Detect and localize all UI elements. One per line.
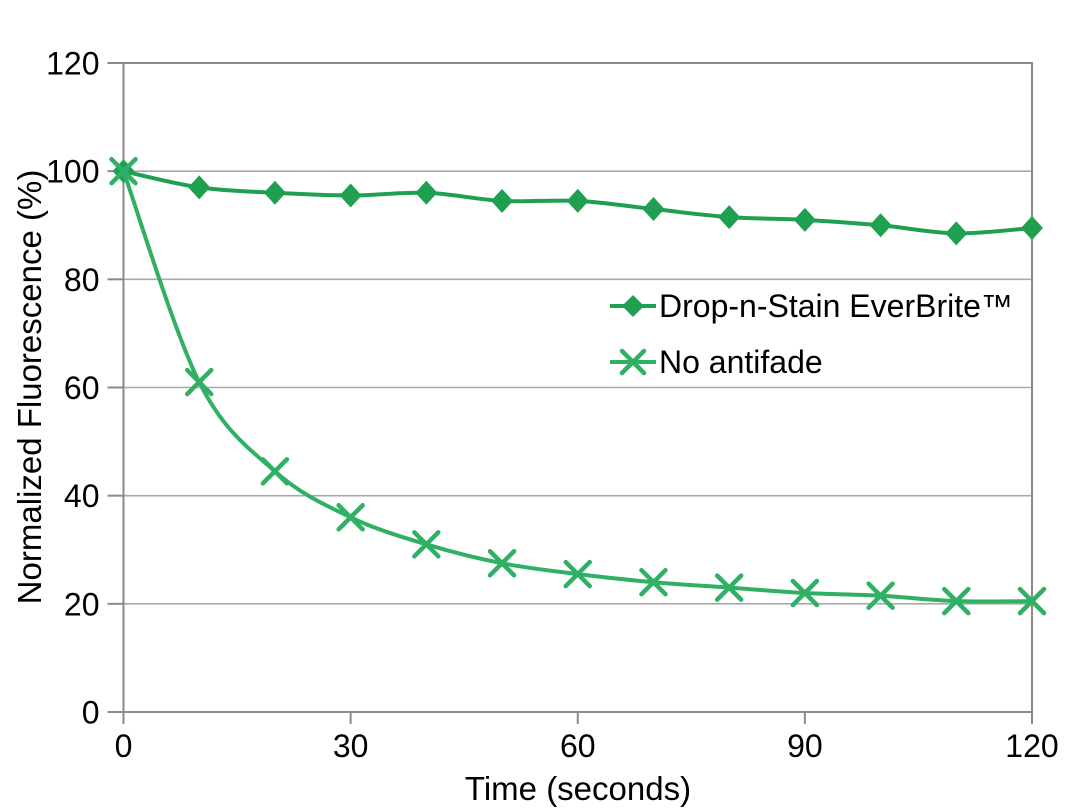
x-marker-icon xyxy=(336,503,365,532)
diamond-marker-icon xyxy=(945,221,968,246)
legend-label: No antifade xyxy=(659,343,823,380)
legend-label: Drop-n-Stain EverBrite™ xyxy=(659,287,1013,324)
y-tick-label: 80 xyxy=(64,262,100,298)
x-marker-icon xyxy=(714,573,744,602)
diamond-marker-icon xyxy=(566,188,589,213)
x-marker-icon xyxy=(184,367,214,397)
diamond-marker-icon xyxy=(339,183,362,208)
diamond-marker-icon xyxy=(793,207,816,232)
y-tick-label: 0 xyxy=(82,695,100,731)
x-marker-icon xyxy=(610,348,656,376)
x-marker-icon xyxy=(563,559,592,589)
diamond-marker-icon xyxy=(1021,215,1043,240)
x-tick-label: 60 xyxy=(560,728,596,764)
x-tick-label: 0 xyxy=(115,728,133,764)
y-tick-label: 40 xyxy=(64,478,100,514)
x-tick-label: 30 xyxy=(333,728,369,764)
chart-legend: Drop-n-Stain EverBrite™ No antifade xyxy=(609,278,1013,390)
x-marker-icon xyxy=(866,581,895,610)
diamond-marker-icon xyxy=(188,175,211,200)
y-tick-label: 120 xyxy=(46,46,99,82)
y-tick-label: 20 xyxy=(64,586,100,622)
diamond-marker-icon xyxy=(415,180,438,205)
y-tick-label: 100 xyxy=(46,154,99,190)
legend-item-no-antifade: No antifade xyxy=(609,334,1013,390)
x-marker-icon xyxy=(412,530,441,559)
x-marker-icon xyxy=(639,567,668,597)
x-marker-icon xyxy=(487,549,517,578)
diamond-marker-icon xyxy=(491,188,514,213)
x-tick-label: 120 xyxy=(1005,728,1058,764)
legend-item-everbrite: Drop-n-Stain EverBrite™ xyxy=(609,278,1013,334)
diamond-marker-icon xyxy=(869,213,892,238)
y-axis-title: Normalized Fluorescence (%) xyxy=(11,169,48,605)
x-marker-icon xyxy=(790,578,820,608)
series-line xyxy=(121,169,1034,604)
x-axis-title: Time (seconds) xyxy=(464,770,692,807)
x-marker-icon xyxy=(109,156,138,186)
x-marker-icon xyxy=(260,457,290,486)
diamond-marker-icon xyxy=(718,205,741,230)
x-marker-icon xyxy=(942,586,971,616)
x-tick-label: 90 xyxy=(787,728,823,764)
y-tick-label: 60 xyxy=(64,370,100,406)
diamond-marker-icon xyxy=(642,197,665,222)
diamond-marker-icon xyxy=(610,295,656,317)
diamond-marker-icon xyxy=(263,180,286,205)
x-marker-icon xyxy=(1017,586,1047,616)
